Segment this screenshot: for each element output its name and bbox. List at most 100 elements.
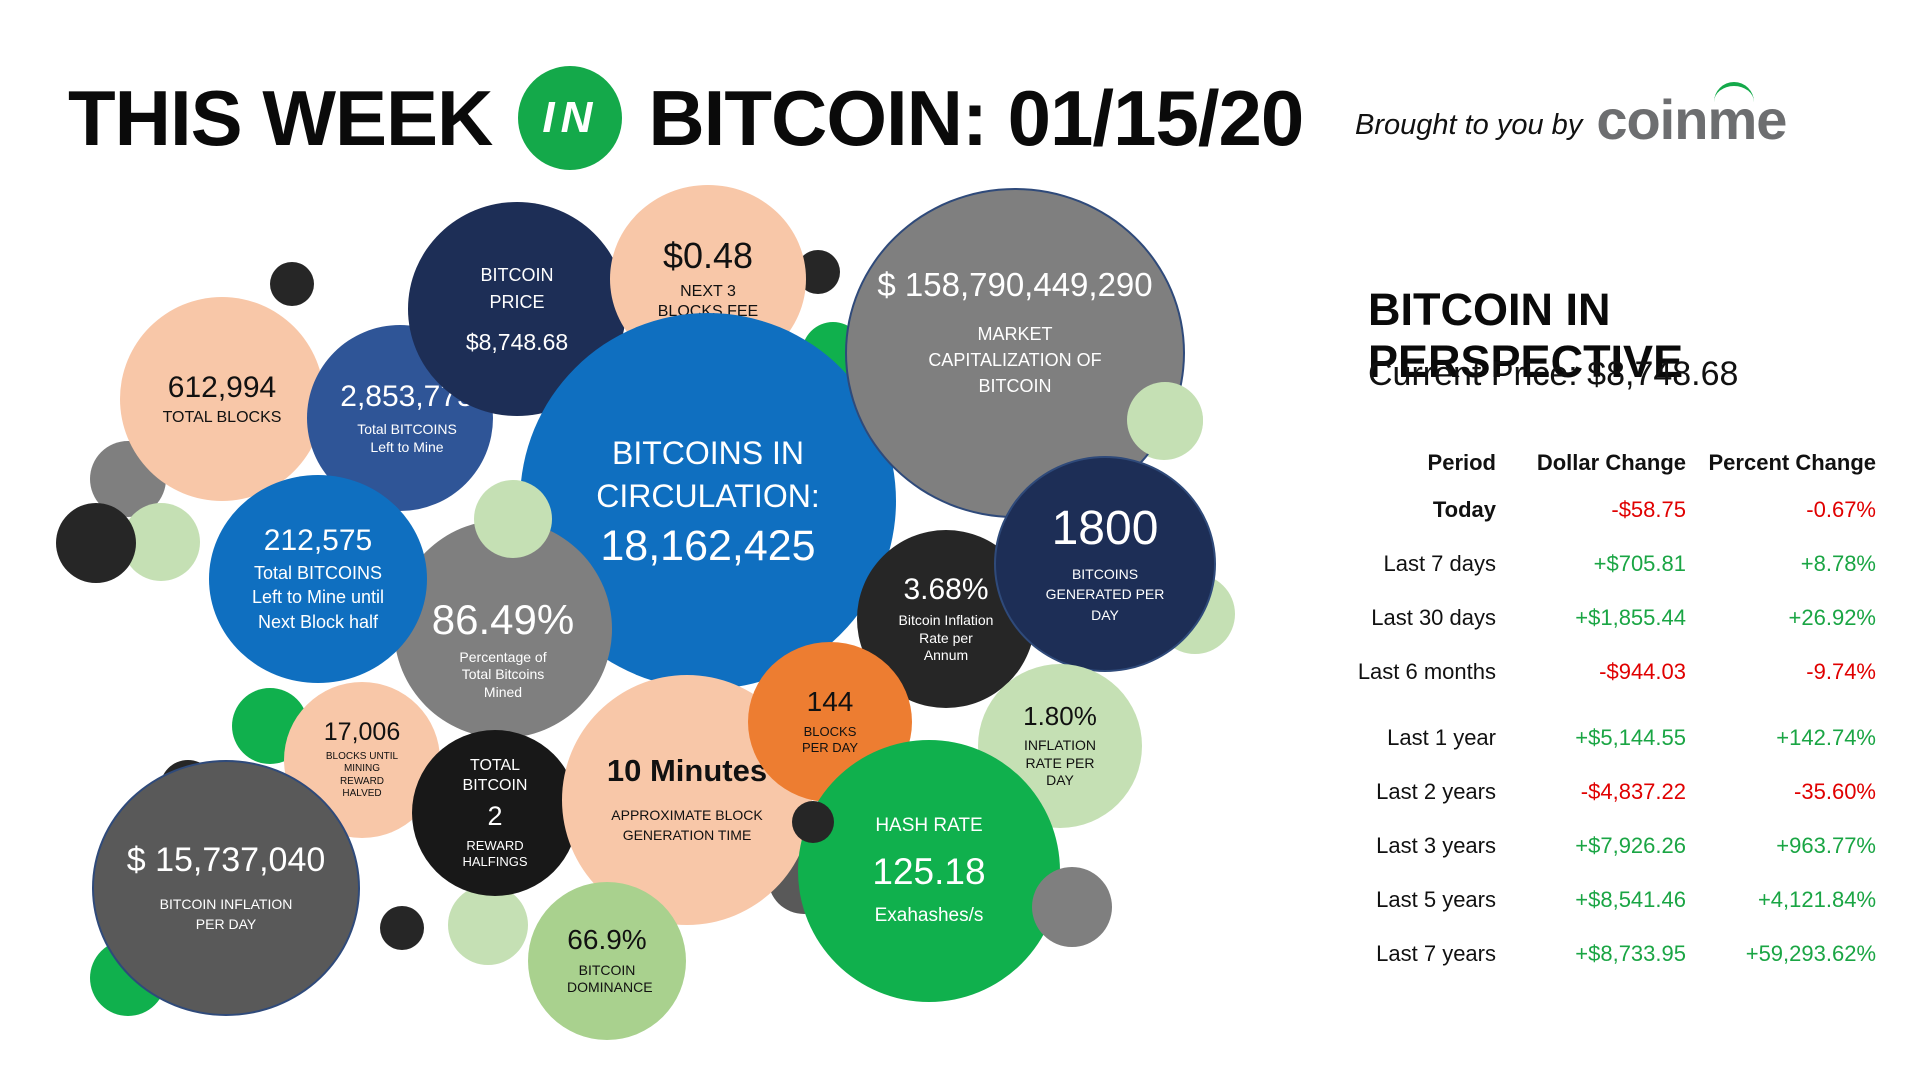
hash-rate-unit: Exahashes/s: [874, 905, 984, 927]
left-until-half-value: 212,575: [263, 524, 373, 558]
period-cell: Last 5 years: [1376, 887, 1496, 912]
logo-arc-icon: [1714, 82, 1755, 106]
pct-mined-label: Percentage of Total Bitcoins Mined: [459, 648, 547, 700]
total-blocks-value: 612,994: [167, 370, 277, 404]
reward-halvings-value: 2: [487, 800, 503, 831]
percent-change-cell: +4,121.84%: [1757, 887, 1876, 912]
brand-block: Brought to you by coinme: [1355, 82, 1787, 148]
percent-change-cell: +142.74%: [1776, 725, 1876, 750]
total-blocks-label: TOTAL BLOCKS: [162, 408, 282, 426]
percent-change-cell: -0.67%: [1806, 497, 1876, 522]
generated-per-day-bubble: 1800 BITCOINS GENERATED PER DAY: [994, 456, 1216, 672]
dollar-change-cell: +$5,144.55: [1575, 725, 1686, 750]
decor-dot: [270, 262, 314, 306]
bitcoin-price-value: $8,748.68: [465, 329, 569, 356]
dollar-change-cell: -$4,837.22: [1580, 779, 1686, 804]
blocks-until-halved-label: BLOCKS UNTIL MINING REWARD HALVED: [325, 750, 399, 800]
perspective-row: Last 6 months -$944.03 -9.74%: [1330, 645, 1876, 699]
pct-mined-value: 86.49%: [431, 595, 575, 643]
inflation-per-day-label: BITCOIN INFLATION PER DAY: [159, 896, 293, 932]
perspective-row: Last 3 years +$7,926.26 +963.77%: [1330, 819, 1876, 873]
period-cell: Last 1 year: [1387, 725, 1496, 750]
header-period: Period: [1427, 450, 1496, 475]
inflation-per-day-value: $ 15,737,040: [126, 840, 326, 879]
generated-per-day-label: BITCOINS GENERATED PER DAY: [1045, 565, 1165, 623]
reward-halvings-label-top: TOTAL BITCOIN: [462, 756, 528, 794]
perspective-row: Last 7 days +$705.81 +8.78%: [1330, 537, 1876, 591]
dollar-change-cell: +$1,855.44: [1575, 605, 1686, 630]
header-percent-change: Percent Change: [1708, 450, 1877, 475]
percent-change-cell: +59,293.62%: [1745, 941, 1876, 966]
bubble-cluster: 612,994 TOTAL BLOCKS 2,853,775 Total BIT…: [56, 185, 1235, 1040]
decor-dot: [1032, 867, 1112, 947]
inflation-rate-day-value: 1.80%: [1023, 701, 1097, 732]
reward-halvings-label-bottom: REWARD HALFINGS: [462, 837, 528, 869]
brand-name: coinme: [1596, 88, 1787, 151]
hash-rate-label: HASH RATE: [875, 814, 983, 836]
dollar-change-cell: +$8,733.95: [1575, 941, 1686, 966]
circulation-value: 18,162,425: [600, 521, 816, 570]
next3-fee-value: $0.48: [662, 235, 754, 277]
blocks-per-day-label: BLOCKS PER DAY: [801, 724, 859, 756]
period-cell: Last 6 months: [1357, 659, 1496, 684]
period-cell: Today: [1432, 497, 1496, 522]
inflation-rate-day-label: INFLATION RATE PER DAY: [1023, 737, 1097, 789]
page-title: THIS WEEK IN BITCOIN: 01/15/20: [68, 66, 1304, 170]
blocks-per-day-bubble: 144 BLOCKS PER DAY: [748, 642, 912, 802]
blocks-until-halved-value: 17,006: [323, 718, 401, 747]
hash-rate-value: 125.18: [872, 850, 986, 892]
percent-change-cell: +8.78%: [1800, 551, 1876, 576]
percent-change-cell: +963.77%: [1776, 833, 1876, 858]
period-cell: Last 7 days: [1383, 551, 1496, 576]
percent-change-cell: -35.60%: [1794, 779, 1876, 804]
perspective-table: Period Dollar Change Percent Change Toda…: [1330, 443, 1876, 981]
inflation-annum-value: 3.68%: [903, 573, 989, 607]
blocks-per-day-value: 144: [806, 686, 854, 718]
coinme-logo: coinme: [1596, 82, 1787, 148]
in-badge: IN: [518, 66, 623, 170]
perspective-header-row: Period Dollar Change Percent Change: [1330, 443, 1876, 483]
dollar-change-cell: +$8,541.46: [1575, 887, 1686, 912]
percent-change-cell: +26.92%: [1788, 605, 1876, 630]
perspective-row: Last 1 year +$5,144.55 +142.74%: [1330, 699, 1876, 765]
brought-by-text: Brought to you by: [1355, 109, 1583, 141]
perspective-row: Today -$58.75 -0.67%: [1330, 483, 1876, 537]
market-cap-label: MARKET CAPITALIZATION OF BITCOIN: [928, 324, 1102, 397]
block-time-value: 10 Minutes: [606, 753, 768, 789]
header-dollar-change: Dollar Change: [1536, 450, 1686, 475]
decor-dot: [1127, 382, 1203, 458]
perspective-title: BITCOIN IN PERSPECTIVE: [1368, 284, 1684, 387]
inflation-annum-label: Bitcoin Inflation Rate per Annum: [898, 612, 994, 664]
period-cell: Last 2 years: [1376, 779, 1496, 804]
perspective-row: Last 7 years +$8,733.95 +59,293.62%: [1330, 927, 1876, 981]
decor-dot: [792, 801, 834, 843]
circulation-label: BITCOINS IN CIRCULATION:: [596, 435, 820, 515]
market-cap-value: $ 158,790,449,290: [877, 265, 1153, 303]
bitcoin-price-label: BITCOIN PRICE: [480, 265, 554, 313]
hash-rate-bubble: HASH RATE 125.18 Exahashes/s: [798, 740, 1060, 1002]
perspective-row: Last 30 days +$1,855.44 +26.92%: [1330, 591, 1876, 645]
left-to-mine-label: Total BITCOINS Left to Mine: [357, 421, 457, 455]
left-until-half-label: Total BITCOINS Left to Mine until Next B…: [251, 563, 385, 632]
perspective-row: Last 5 years +$8,541.46 +4,121.84%: [1330, 873, 1876, 927]
dominance-bubble: 66.9% BITCOIN DOMINANCE: [528, 882, 686, 1040]
period-cell: Last 3 years: [1376, 833, 1496, 858]
dollar-change-cell: +$7,926.26: [1575, 833, 1686, 858]
dollar-change-cell: -$58.75: [1611, 497, 1686, 522]
dominance-label: BITCOIN DOMINANCE: [567, 961, 653, 996]
total-blocks-bubble: 612,994 TOTAL BLOCKS: [120, 297, 324, 501]
decor-dot: [380, 906, 424, 950]
period-cell: Last 30 days: [1371, 605, 1496, 630]
perspective-row: Last 2 years -$4,837.22 -35.60%: [1330, 765, 1876, 819]
current-price: Current Price: $8,748.68: [1368, 355, 1739, 393]
title-left: THIS WEEK: [68, 73, 493, 162]
period-cell: Last 7 years: [1376, 941, 1496, 966]
title-right: BITCOIN: 01/15/20: [648, 73, 1304, 162]
block-time-label: APPROXIMATE BLOCK GENERATION TIME: [611, 807, 763, 844]
decor-dot: [474, 480, 552, 558]
decor-dot: [448, 885, 528, 965]
reward-halvings-bubble: TOTAL BITCOIN 2 REWARD HALFINGS: [412, 730, 578, 896]
dominance-value: 66.9%: [567, 924, 647, 956]
dollar-change-cell: -$944.03: [1599, 659, 1686, 684]
decor-dot: [56, 503, 136, 583]
